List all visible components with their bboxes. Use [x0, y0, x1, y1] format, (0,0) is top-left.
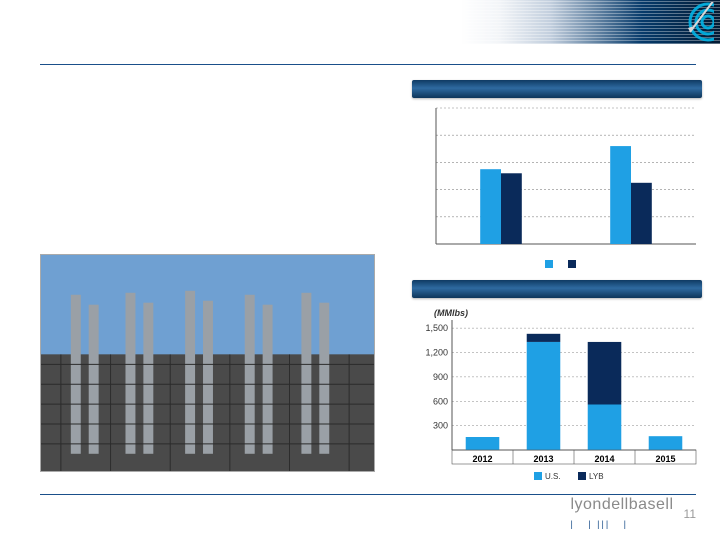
legend-swatch-dark	[568, 260, 576, 268]
svg-text:1,500: 1,500	[425, 323, 448, 333]
plant-photo	[40, 254, 375, 472]
header-graphic	[460, 0, 720, 44]
svg-text:600: 600	[433, 396, 448, 406]
svg-text:300: 300	[433, 421, 448, 431]
svg-text:2013: 2013	[533, 454, 553, 464]
radar-icon	[654, 2, 714, 42]
page-number: 11	[684, 507, 696, 521]
plant-photo-svg	[41, 255, 374, 472]
chart-a-legend	[412, 258, 702, 268]
svg-text:900: 900	[433, 372, 448, 382]
chart-a-plot	[436, 108, 696, 244]
logo-text: lyondellbasell	[570, 496, 673, 513]
legend-swatch-light	[545, 260, 553, 268]
svg-text:(MMlbs): (MMlbs)	[434, 308, 468, 318]
svg-text:1,200: 1,200	[425, 348, 448, 358]
divider-bottom	[40, 494, 696, 495]
chart-a-title-bar	[412, 80, 702, 98]
svg-text:2012: 2012	[472, 454, 492, 464]
chart-b-title-bar	[412, 280, 702, 298]
svg-text:2014: 2014	[594, 454, 614, 464]
divider-top	[40, 64, 696, 65]
footer: lyondellbasell | | ||| | 11	[570, 496, 696, 532]
chart-a	[412, 102, 702, 254]
logo: lyondellbasell | | ||| |	[570, 496, 673, 532]
svg-text:U.S.: U.S.	[545, 472, 561, 481]
svg-text:LYB: LYB	[589, 472, 604, 481]
logo-ticks: | | ||| |	[570, 519, 628, 529]
chart-b: (MMlbs) 300 600 900 1,200 1,500 2012 2013 2014 20…	[412, 302, 702, 482]
chart-b-plot: (MMlbs) 300 600 900 1,200 1,500 2012 2013 2014 20…	[425, 308, 696, 481]
svg-text:2015: 2015	[655, 454, 675, 464]
